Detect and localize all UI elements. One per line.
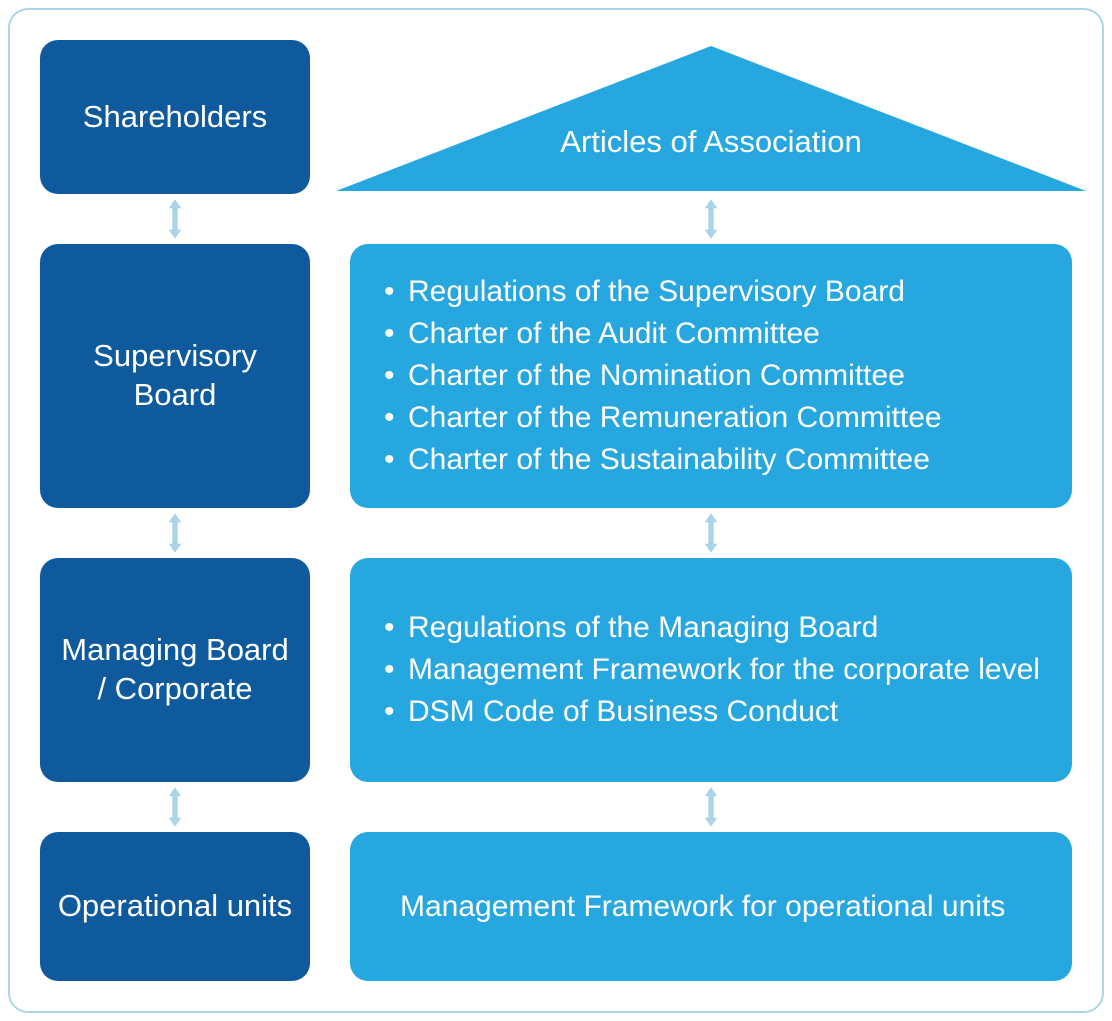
managing-docs-box: Regulations of the Managing Board Manage… bbox=[350, 558, 1072, 782]
list-item: Charter of the Audit Committee bbox=[380, 313, 1042, 355]
arrow-right-3 bbox=[350, 782, 1072, 832]
arrow-right-1 bbox=[350, 194, 1072, 244]
list-item: Regulations of the Managing Board bbox=[380, 607, 1042, 649]
list-item: Charter of the Nomination Committee bbox=[380, 355, 1042, 397]
double-arrow-icon bbox=[702, 508, 720, 558]
list-item: Charter of the Sustainability Committee bbox=[380, 439, 1042, 481]
arrow-left-2 bbox=[40, 508, 310, 558]
operational-docs-text: Management Framework for operational uni… bbox=[400, 886, 1042, 928]
shareholders-box: Shareholders bbox=[40, 40, 310, 194]
shareholders-label: Shareholders bbox=[83, 98, 267, 137]
double-arrow-icon bbox=[166, 508, 184, 558]
supervisory-board-box: Supervisory Board bbox=[40, 244, 310, 508]
articles-triangle: Articles of Association bbox=[350, 40, 1072, 194]
double-arrow-icon bbox=[166, 194, 184, 244]
list-item: DSM Code of Business Conduct bbox=[380, 691, 1042, 733]
governance-diagram: Shareholders Articles of Association Sup… bbox=[8, 8, 1104, 1013]
arrow-left-1 bbox=[40, 194, 310, 244]
managing-board-box: Managing Board / Corporate bbox=[40, 558, 310, 782]
operational-docs-box: Management Framework for operational uni… bbox=[350, 832, 1072, 981]
triangle-shape bbox=[336, 46, 1086, 191]
supervisory-board-label: Supervisory Board bbox=[55, 337, 295, 415]
arrow-right-2 bbox=[350, 508, 1072, 558]
managing-docs-list: Regulations of the Managing Board Manage… bbox=[380, 607, 1042, 733]
managing-board-label: Managing Board / Corporate bbox=[55, 631, 295, 709]
articles-label: Articles of Association bbox=[560, 123, 862, 162]
diagram-grid: Shareholders Articles of Association Sup… bbox=[40, 40, 1072, 981]
supervisory-docs-box: Regulations of the Supervisory Board Cha… bbox=[350, 244, 1072, 508]
double-arrow-icon bbox=[166, 782, 184, 832]
operational-units-box: Operational units bbox=[40, 832, 310, 981]
double-arrow-icon bbox=[702, 782, 720, 832]
list-item: Regulations of the Supervisory Board bbox=[380, 271, 1042, 313]
supervisory-docs-list: Regulations of the Supervisory Board Cha… bbox=[380, 271, 1042, 481]
list-item: Management Framework for the corporate l… bbox=[380, 649, 1042, 691]
operational-units-label: Operational units bbox=[58, 887, 292, 926]
arrow-left-3 bbox=[40, 782, 310, 832]
list-item: Charter of the Remuneration Committee bbox=[380, 397, 1042, 439]
double-arrow-icon bbox=[702, 194, 720, 244]
